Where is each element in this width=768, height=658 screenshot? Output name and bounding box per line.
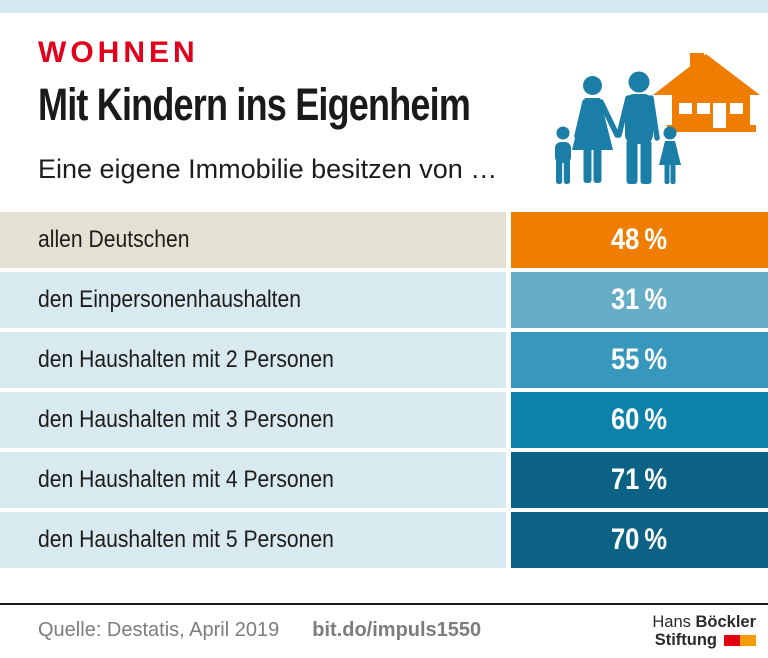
table-row: den Haushalten mit 5 Personen 70 % bbox=[0, 512, 768, 568]
data-table: allen Deutschen 48 % den Einpersonenhaus… bbox=[0, 212, 768, 572]
row-value-text: 60 % bbox=[611, 403, 668, 436]
table-row: den Haushalten mit 4 Personen 71 % bbox=[0, 452, 768, 508]
row-label-text: allen Deutschen bbox=[38, 226, 190, 253]
girl-icon bbox=[659, 126, 681, 184]
page-title: Mit Kindern ins Eigenheim bbox=[38, 79, 471, 130]
row-value-text: 71 % bbox=[611, 463, 668, 496]
category-kicker: WOHNEN bbox=[38, 36, 199, 69]
page-subtitle: Eine eigene Immobilie besitzen von … bbox=[38, 154, 498, 184]
row-value-cell: 60 % bbox=[511, 392, 768, 448]
row-value-cell: 48 % bbox=[511, 212, 768, 268]
source-text: Quelle: Destatis, April 2019 bbox=[38, 619, 280, 641]
logo-marks bbox=[724, 631, 756, 649]
boy-icon bbox=[555, 126, 571, 184]
row-value-text: 31 % bbox=[611, 283, 668, 316]
house-window bbox=[679, 103, 692, 114]
row-label-text: den Haushalten mit 5 Personen bbox=[38, 526, 334, 553]
woman-icon bbox=[572, 76, 620, 183]
row-value-cell: 55 % bbox=[511, 332, 768, 388]
family-house-icon bbox=[555, 53, 760, 184]
row-label-cell: den Haushalten mit 5 Personen bbox=[0, 512, 506, 568]
footer-divider bbox=[0, 603, 768, 605]
house-base bbox=[667, 125, 756, 132]
row-label-cell: den Haushalten mit 2 Personen bbox=[0, 332, 506, 388]
row-value-text: 70 % bbox=[611, 523, 668, 556]
top-accent-bar bbox=[0, 0, 768, 13]
logo-boeckler: Böckler bbox=[695, 613, 756, 631]
house-icon bbox=[653, 53, 760, 132]
table-row: allen Deutschen 48 % bbox=[0, 212, 768, 268]
table-row: den Einpersonenhaushalten 31 % bbox=[0, 272, 768, 328]
row-value-cell: 31 % bbox=[511, 272, 768, 328]
footer: Quelle: Destatis, April 2019 bit.do/impul… bbox=[38, 619, 481, 642]
row-label-text: den Haushalten mit 2 Personen bbox=[38, 346, 334, 373]
row-label-text: den Haushalten mit 3 Personen bbox=[38, 406, 334, 433]
logo-line1: Hans Böckler bbox=[652, 613, 756, 631]
hans-boeckler-stiftung-logo: Hans Böckler Stiftung bbox=[652, 613, 756, 649]
row-label-cell: allen Deutschen bbox=[0, 212, 506, 268]
table-row: den Haushalten mit 3 Personen 60 % bbox=[0, 392, 768, 448]
row-value-text: 55 % bbox=[611, 343, 668, 376]
logo-hans: Hans bbox=[652, 613, 696, 631]
row-value-text: 48 % bbox=[611, 223, 668, 256]
logo-red-square bbox=[724, 635, 740, 646]
house-window bbox=[730, 103, 743, 114]
man-icon bbox=[616, 71, 660, 184]
house-door bbox=[713, 103, 726, 128]
logo-line2: Stiftung bbox=[652, 631, 756, 649]
row-label-text: den Einpersonenhaushalten bbox=[38, 286, 302, 313]
table-row: den Haushalten mit 2 Personen 55 % bbox=[0, 332, 768, 388]
family-icon bbox=[555, 71, 681, 184]
row-label-cell: den Haushalten mit 3 Personen bbox=[0, 392, 506, 448]
house-window bbox=[697, 103, 710, 114]
house-roof bbox=[653, 54, 760, 95]
row-label-cell: den Einpersonenhaushalten bbox=[0, 272, 506, 328]
impuls-link[interactable]: bit.do/impuls1550 bbox=[312, 619, 482, 641]
logo-orange-square bbox=[740, 635, 756, 646]
logo-stiftung: Stiftung bbox=[654, 631, 717, 649]
row-value-cell: 70 % bbox=[511, 512, 768, 568]
row-value-cell: 71 % bbox=[511, 452, 768, 508]
row-label-cell: den Haushalten mit 4 Personen bbox=[0, 452, 506, 508]
row-label-text: den Haushalten mit 4 Personen bbox=[38, 466, 334, 493]
